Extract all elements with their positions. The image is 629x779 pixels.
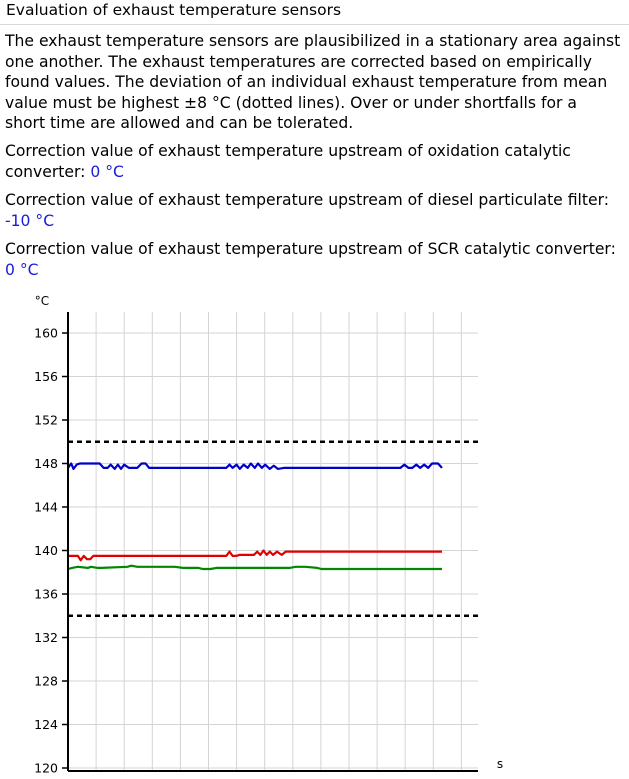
correction-value: 0 °C [90, 162, 124, 181]
y-tick-label: 148 [34, 456, 58, 471]
chart-series [67, 462, 443, 571]
correction-scr-catalyst: Correction value of exhaust temperature … [5, 239, 621, 280]
y-tick-label: 152 [34, 413, 58, 428]
series-line-blue [67, 462, 443, 470]
chart-grid [68, 312, 478, 771]
y-tick-label: 140 [34, 543, 58, 558]
correction-value: -10 °C [5, 211, 55, 230]
y-tick-label: 128 [34, 674, 58, 689]
correction-particulate-filter: Correction value of exhaust temperature … [5, 190, 621, 231]
x-axis-unit-label: s [497, 757, 503, 771]
description-text: The exhaust temperature sensors are plau… [5, 32, 621, 132]
series-line-green [67, 564, 442, 571]
temperature-chart: 120 124 128 132 136 140 144 148 152 156 160 °C s [34, 294, 503, 776]
series-line-red [68, 549, 442, 562]
correction-oxidation-catalyst: Correction value of exhaust temperature … [5, 141, 621, 182]
y-tick-label: 160 [34, 326, 58, 341]
y-tick-label: 136 [34, 587, 58, 602]
y-tick-label: 124 [34, 717, 58, 732]
window-header: Evaluation of exhaust temperature sensor… [0, 0, 629, 25]
y-axis-unit-label: °C [35, 294, 49, 308]
correction-label: Correction value of exhaust temperature … [5, 142, 571, 181]
correction-label: Correction value of exhaust temperature … [5, 191, 609, 209]
y-tick-label: 132 [34, 630, 58, 645]
page-title: Evaluation of exhaust temperature sensor… [6, 1, 342, 19]
y-tick-label: 156 [34, 369, 58, 384]
correction-value: 0 °C [5, 260, 39, 279]
chart-axes: 120 124 128 132 136 140 144 148 152 156 160 [34, 312, 478, 776]
correction-label: Correction value of exhaust temperature … [5, 240, 616, 258]
y-tick-label: 144 [34, 500, 58, 515]
y-tick-label: 120 [34, 761, 58, 776]
